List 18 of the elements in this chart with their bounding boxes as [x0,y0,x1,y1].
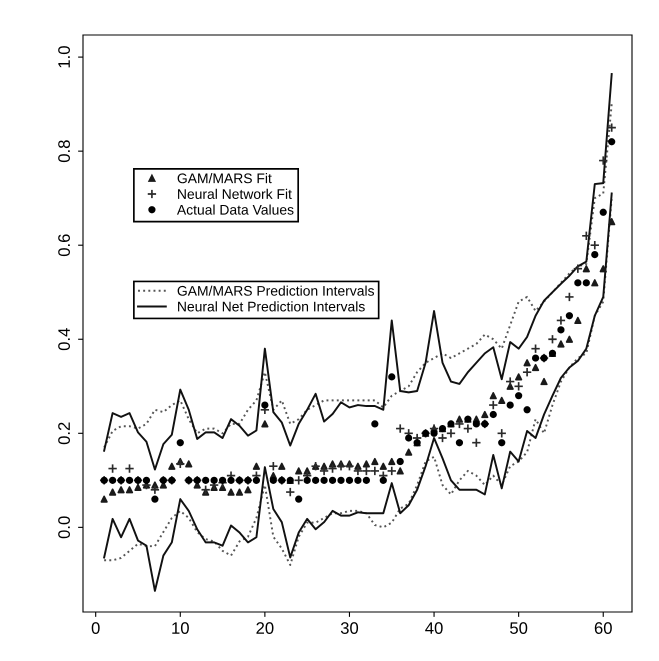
x-tick-label: 20 [256,622,274,634]
y-tick-label: 0.8 [58,140,70,162]
legend-label: Actual Data Values [176,204,294,215]
y-tick-label: 0.6 [58,234,70,256]
y-tick-label: 0.4 [58,328,70,350]
legend-label: GAM/MARS Fit [178,173,272,184]
legend-label: Neural Network Fit [178,188,292,199]
x-tick-label: 30 [340,622,358,634]
x-tick-label: 40 [425,622,443,634]
x-tick-label: 10 [172,622,189,634]
y-tick-label: 1.0 [58,46,70,68]
legend-label: GAM/MARS Prediction Intervals [178,286,374,296]
y-tick-label: 0.2 [58,422,70,444]
x-tick-label: 0 [92,622,100,634]
y-tick-label: 0.0 [58,516,70,538]
x-tick-label: 50 [510,622,528,634]
x-tick-label: 60 [594,622,612,634]
legend-label: Neural Net Prediction Intervals [178,301,365,312]
